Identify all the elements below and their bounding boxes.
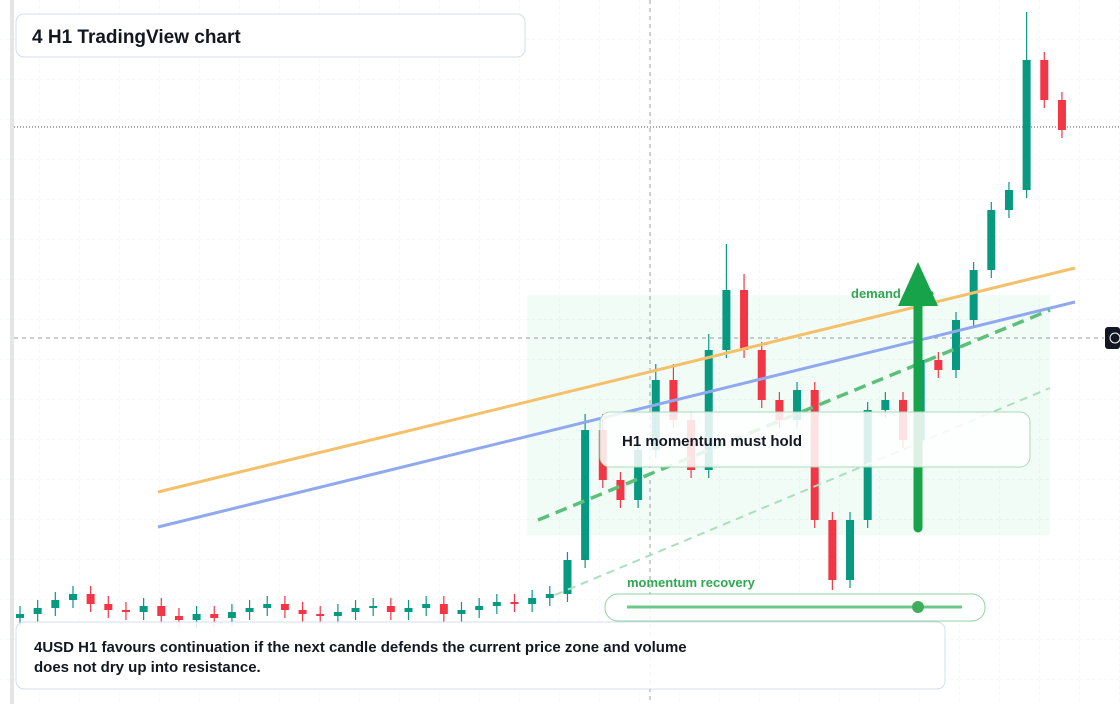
candle-body (439, 604, 448, 614)
candle-body (969, 270, 978, 320)
candle-body (616, 480, 625, 500)
candle-body (951, 320, 960, 370)
candle-body (298, 610, 307, 614)
candle-body (528, 598, 537, 604)
candle-body (386, 606, 395, 612)
candle-body (492, 602, 501, 606)
candle-body (210, 614, 219, 618)
candle-body (422, 604, 431, 608)
candle-body (1040, 60, 1049, 100)
candle-body (775, 400, 784, 420)
candle-body (581, 430, 590, 560)
arrow-head (898, 262, 938, 306)
candle-body (1004, 190, 1013, 210)
candle-body (245, 608, 254, 612)
crosshair-icon (1109, 332, 1120, 344)
candle-body (934, 360, 943, 370)
candle-body (881, 400, 890, 410)
left-strip (10, 0, 14, 704)
candle-body (987, 210, 996, 270)
candle-body (1022, 60, 1031, 190)
title-box (15, 13, 526, 58)
candle-body (545, 594, 554, 598)
candle-body (333, 612, 342, 616)
candle-body (157, 606, 166, 616)
candle-body (121, 610, 130, 612)
candle-body (510, 602, 519, 604)
candle-body (227, 612, 236, 618)
candle-body (846, 520, 855, 580)
callout-box (599, 411, 1031, 468)
slider-knob[interactable] (912, 601, 924, 613)
candle-body (563, 560, 572, 594)
candle-body (740, 290, 749, 350)
callout: H1 momentum must hold (622, 433, 802, 450)
trend-line (554, 387, 1051, 596)
candle-body (16, 614, 24, 618)
crosshair-button[interactable] (1105, 327, 1120, 349)
candle-body (757, 350, 766, 400)
candle-body (457, 610, 466, 614)
candle-body (404, 608, 413, 612)
candle-body (475, 606, 484, 610)
candle-body (793, 390, 802, 420)
candle-body (351, 608, 360, 612)
candle-body (722, 290, 731, 350)
candle-body (68, 594, 77, 600)
candle-body (174, 616, 183, 620)
slider-label: momentum recovery (627, 575, 756, 590)
candle-body (192, 614, 201, 620)
candle-body (86, 594, 95, 604)
candle-body (634, 450, 643, 500)
candle-body (369, 606, 378, 608)
footer-box (15, 621, 946, 690)
footer-text: 4USD H1 favours continuation if the next… (34, 639, 687, 676)
candle-body (280, 604, 289, 610)
candle-body (104, 604, 113, 610)
candle-body (139, 606, 148, 612)
candle-body (316, 614, 325, 616)
candle-body (1057, 100, 1066, 130)
candle-body (33, 608, 42, 614)
candle-body (828, 520, 837, 580)
title: 4 H1 TradingView chart (32, 27, 241, 48)
candle-body (51, 600, 60, 608)
candle-body (263, 604, 272, 608)
candle-body (704, 350, 713, 470)
